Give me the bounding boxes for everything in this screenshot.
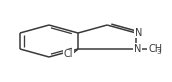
Text: N: N <box>135 28 142 38</box>
Text: N: N <box>134 44 141 54</box>
Text: Cl: Cl <box>64 49 73 59</box>
Text: 3: 3 <box>157 49 161 55</box>
Text: CH: CH <box>148 44 162 54</box>
